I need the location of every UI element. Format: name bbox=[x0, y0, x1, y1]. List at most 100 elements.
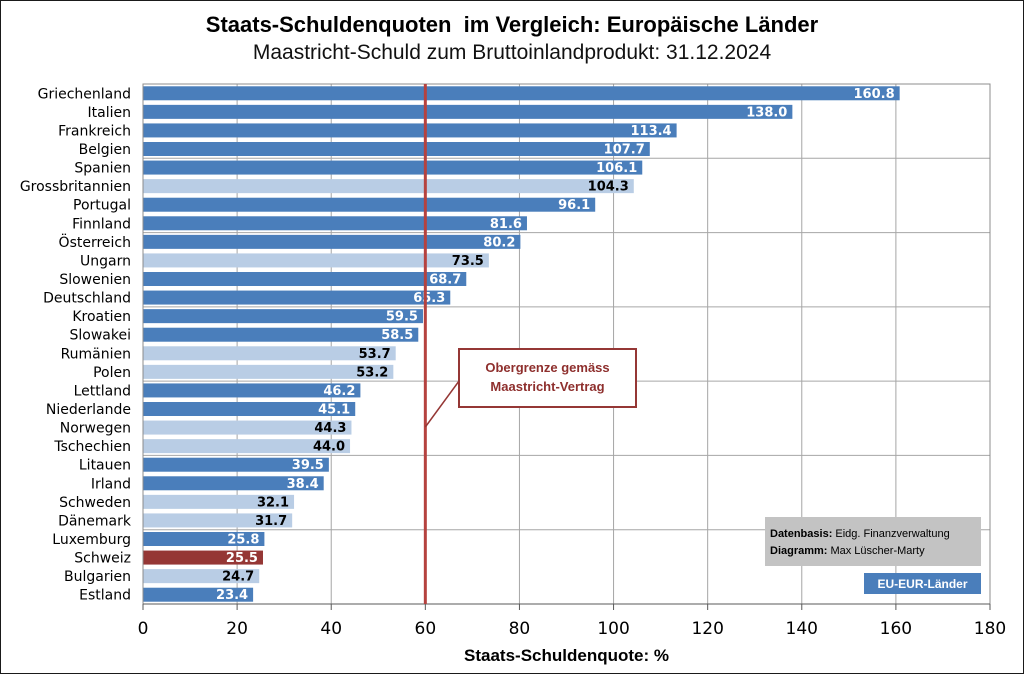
annotation-box bbox=[458, 348, 637, 408]
category-label: Litauen bbox=[79, 458, 131, 474]
data-label: 68.7 bbox=[429, 273, 461, 288]
bar bbox=[143, 550, 263, 565]
bar bbox=[143, 179, 634, 194]
x-tick-label: 100 bbox=[597, 619, 629, 639]
data-label: 104.3 bbox=[588, 180, 629, 195]
category-label: Irland bbox=[91, 476, 131, 492]
category-label: Luxemburg bbox=[52, 532, 131, 548]
data-label: 45.1 bbox=[318, 403, 350, 418]
source-note-line-2: Diagramm: Max Lüscher-Marty bbox=[770, 545, 925, 557]
source-note: Datenbasis: Eidg. Finanzverwaltung Diagra… bbox=[765, 517, 981, 566]
bar bbox=[143, 234, 521, 249]
category-label: Italien bbox=[88, 105, 131, 121]
x-tick-label: 40 bbox=[320, 619, 342, 639]
legend: EU-EUR-Länder bbox=[864, 573, 981, 594]
bar bbox=[143, 532, 265, 546]
category-label: Kroatien bbox=[72, 309, 131, 325]
bar bbox=[143, 494, 295, 509]
data-label: 25.8 bbox=[227, 533, 259, 548]
data-label: 53.7 bbox=[359, 347, 391, 362]
data-label: 32.1 bbox=[257, 495, 289, 510]
bar bbox=[143, 309, 423, 324]
category-label: Niederlande bbox=[46, 402, 131, 418]
bar bbox=[143, 587, 254, 602]
data-label: 46.2 bbox=[323, 384, 355, 399]
bars bbox=[143, 86, 900, 602]
bar bbox=[143, 272, 467, 286]
bar bbox=[143, 346, 396, 361]
category-label: Belgien bbox=[79, 142, 131, 158]
x-tick-label: 160 bbox=[880, 619, 912, 639]
category-label: Tschechien bbox=[53, 439, 131, 455]
category-label: Rumänien bbox=[61, 346, 131, 362]
source-note-line-1: Datenbasis: Eidg. Finanzverwaltung bbox=[770, 528, 950, 540]
x-tick-label: 20 bbox=[226, 619, 248, 639]
data-label: 44.0 bbox=[313, 440, 345, 455]
category-labels: Griechenland Italien Frankreich Belgien Span… bbox=[20, 86, 132, 603]
legend-label: EU-EUR-Länder bbox=[877, 577, 967, 591]
data-label: 58.5 bbox=[381, 328, 413, 343]
data-label: 96.1 bbox=[558, 198, 590, 213]
category-label: Grossbritannien bbox=[20, 179, 131, 195]
x-axis: 0 20 40 60 80 100 120 140 160 180 bbox=[138, 603, 1006, 639]
x-tick-label: 60 bbox=[415, 619, 437, 639]
data-label: 53.2 bbox=[356, 365, 388, 380]
annotation-line-2: Maastricht-Vertrag bbox=[490, 379, 604, 394]
data-label: 80.2 bbox=[483, 235, 515, 250]
bar bbox=[143, 290, 451, 305]
x-tick-label: 140 bbox=[786, 619, 818, 639]
data-label: 138.0 bbox=[746, 105, 787, 120]
category-label: Dänemark bbox=[58, 513, 132, 529]
annotation-line-1: Obergrenze gemäss bbox=[485, 360, 609, 375]
bar bbox=[143, 439, 351, 454]
source-data-value: Eidg. Finanzverwaltung bbox=[835, 528, 949, 540]
category-label: Norwegen bbox=[60, 421, 131, 437]
data-label: 44.3 bbox=[314, 421, 346, 436]
bar bbox=[143, 569, 260, 584]
bar bbox=[143, 160, 643, 175]
x-tick-label: 80 bbox=[509, 619, 531, 639]
bar bbox=[143, 197, 596, 212]
data-label: 31.7 bbox=[255, 514, 287, 529]
bar bbox=[143, 457, 329, 472]
data-label: 107.7 bbox=[604, 143, 645, 158]
data-label: 160.8 bbox=[854, 87, 895, 102]
bar bbox=[143, 402, 356, 416]
category-label: Frankreich bbox=[58, 123, 131, 139]
category-label: Ungarn bbox=[80, 253, 131, 269]
data-label: 106.1 bbox=[596, 161, 637, 176]
reference-line-group bbox=[423, 84, 460, 604]
chart-subtitle: Maastricht-Schuld zum Bruttoinlandproduk… bbox=[253, 41, 772, 64]
category-label: Portugal bbox=[73, 198, 131, 214]
data-label: 59.5 bbox=[386, 310, 418, 325]
data-label: 38.4 bbox=[287, 477, 319, 492]
bar bbox=[143, 253, 489, 268]
source-data-label: Datenbasis: bbox=[770, 528, 832, 540]
x-tick-label: 120 bbox=[691, 619, 723, 639]
category-label: Slowenien bbox=[59, 272, 131, 288]
bar bbox=[143, 420, 352, 435]
bar bbox=[143, 142, 650, 156]
x-axis-title: Staats-Schuldenquote: % bbox=[464, 646, 669, 665]
reference-annotation: Obergrenze gemäss Maastricht-Vertrag bbox=[458, 348, 637, 408]
x-tick-label: 0 bbox=[138, 619, 149, 639]
category-label: Slowakei bbox=[70, 328, 131, 344]
category-label: Schweiz bbox=[74, 551, 131, 567]
data-labels: 160.8 138.0 113.4 107.7 106.1 104.3 96.1 81.6 80… bbox=[216, 87, 895, 603]
category-label: Finnland bbox=[72, 216, 131, 232]
bar bbox=[143, 476, 324, 491]
category-label: Lettland bbox=[74, 383, 131, 399]
data-label: 24.7 bbox=[222, 570, 254, 585]
bar bbox=[143, 104, 793, 119]
bar bbox=[143, 216, 527, 231]
bar bbox=[143, 123, 677, 138]
bar bbox=[143, 364, 394, 379]
legend-swatch bbox=[864, 573, 981, 594]
category-label: Estland bbox=[79, 588, 131, 604]
bar bbox=[143, 86, 900, 101]
category-label: Österreich bbox=[59, 233, 131, 251]
category-label: Spanien bbox=[74, 161, 131, 177]
data-label: 73.5 bbox=[452, 254, 484, 269]
data-label: 65.3 bbox=[413, 291, 445, 306]
